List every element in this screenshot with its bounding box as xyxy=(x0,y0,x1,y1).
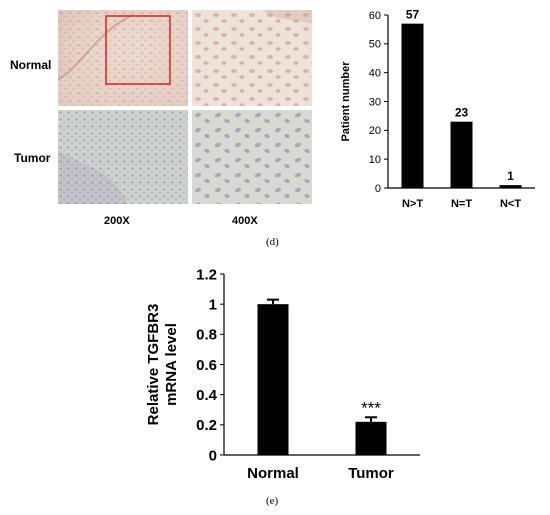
chart-d-y-tick-label: 10 xyxy=(369,154,381,166)
micrograph-normal-200x xyxy=(58,10,188,106)
chart-d-y-tick-label: 20 xyxy=(369,125,381,137)
column-label-200x: 200X xyxy=(104,215,130,227)
micrograph-tumor-200x xyxy=(58,110,188,204)
chart-d-y-tick-label: 30 xyxy=(369,96,381,108)
chart-d-category-label: N=T xyxy=(451,198,472,210)
row-label-tumor: Tumor xyxy=(14,151,51,165)
micrograph-normal-400x xyxy=(192,10,312,106)
chart-d-data-label: 23 xyxy=(455,106,469,120)
chart-d-y-tick-label: 40 xyxy=(369,68,381,80)
column-label-400x: 400X xyxy=(232,215,258,227)
caption-e: (e) xyxy=(266,495,279,507)
chart-d-category-label: N<T xyxy=(500,198,521,210)
chart-e-y-tick-label: 0.4 xyxy=(196,387,218,404)
chart-e-category-label: Normal xyxy=(247,465,299,482)
chart-e-bar xyxy=(355,421,387,455)
caption-d: (d) xyxy=(266,236,279,248)
chart-e-y-tick-label: 1.2 xyxy=(196,266,217,283)
chart-d-bar xyxy=(450,121,473,188)
chart-e-significance-label: *** xyxy=(361,398,381,417)
chart-e-y-tick-label: 0.8 xyxy=(196,327,217,344)
chart-d-category-label: N>T xyxy=(402,198,423,210)
chart-e-y-tick-label: 0 xyxy=(209,447,217,464)
chart-d-y-axis-label: Patient number xyxy=(340,61,352,142)
chart-d-bar xyxy=(401,23,424,189)
chart-e-y-axis-label: Relative TGFBR3 xyxy=(145,304,162,426)
chart-d-y-tick-label: 0 xyxy=(375,183,381,195)
chart-e-y-axis-label: mRNA level xyxy=(163,323,180,406)
chart-e-y-tick-label: 1 xyxy=(209,296,217,313)
zoom-region-box xyxy=(105,15,171,85)
chart-d-data-label: 57 xyxy=(406,8,420,22)
micrograph-tumor-400x xyxy=(192,110,312,204)
chart-e-y-tick-label: 0.6 xyxy=(196,357,217,374)
chart-e-y-tick-label: 0.2 xyxy=(196,417,217,434)
chart-d-data-label: 1 xyxy=(507,169,514,183)
row-label-normal: Normal xyxy=(10,58,52,72)
chart-e-bar xyxy=(257,304,289,455)
chart-e-category-label: Tumor xyxy=(348,465,394,482)
chart-d-y-tick-label: 60 xyxy=(369,10,381,22)
chart-d-y-tick-label: 50 xyxy=(369,39,381,51)
chart-d-bar xyxy=(499,185,522,188)
